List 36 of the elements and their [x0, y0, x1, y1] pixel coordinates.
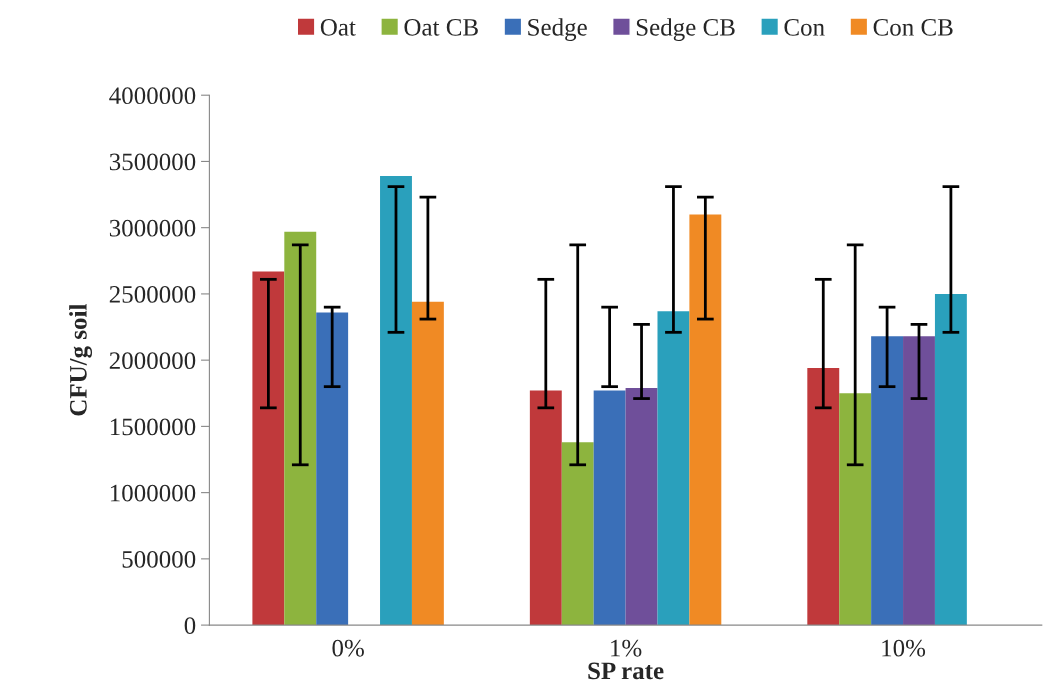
bar: [411, 301, 444, 626]
y-tick-label: 2500000: [109, 285, 196, 303]
bar: [657, 311, 690, 626]
x-axis-title: SP rate: [588, 662, 664, 680]
y-tick-label: 500000: [122, 550, 196, 568]
bar: [807, 368, 840, 626]
y-tick-label: 3500000: [109, 153, 196, 171]
y-tick-label: 1000000: [110, 484, 196, 502]
bar: [529, 390, 562, 626]
y-tick-label: 0: [184, 617, 196, 635]
bar: [934, 293, 967, 626]
legend-label: Con: [784, 18, 825, 36]
y-tick-label: 2000000: [109, 352, 196, 370]
y-tick-label: 1500000: [110, 418, 196, 436]
bar: [871, 336, 904, 626]
y-tick-label: 4000000: [109, 87, 196, 105]
x-tick-label: 10%: [882, 639, 926, 657]
legend-label: Con CB: [873, 18, 953, 36]
bar: [252, 271, 285, 626]
bar: [284, 231, 317, 626]
legend-label: Sedge: [528, 18, 587, 41]
bar: [903, 336, 935, 626]
x-tick-label: 0%: [332, 639, 364, 657]
y-axis-title: CFU/g soil: [69, 303, 93, 416]
bar: [839, 393, 872, 626]
bar: [689, 214, 722, 626]
y-tick-label: 3000000: [109, 219, 196, 237]
bar: [625, 387, 658, 626]
bar: [316, 312, 349, 626]
bar: [380, 176, 412, 626]
legend-label: Sedge CB: [636, 18, 735, 41]
bar: [561, 442, 594, 626]
legend-label: Oat: [320, 18, 356, 36]
bar: [593, 390, 626, 626]
x-tick-label: 1%: [611, 639, 642, 657]
legend-label: Oat CB: [404, 18, 478, 36]
